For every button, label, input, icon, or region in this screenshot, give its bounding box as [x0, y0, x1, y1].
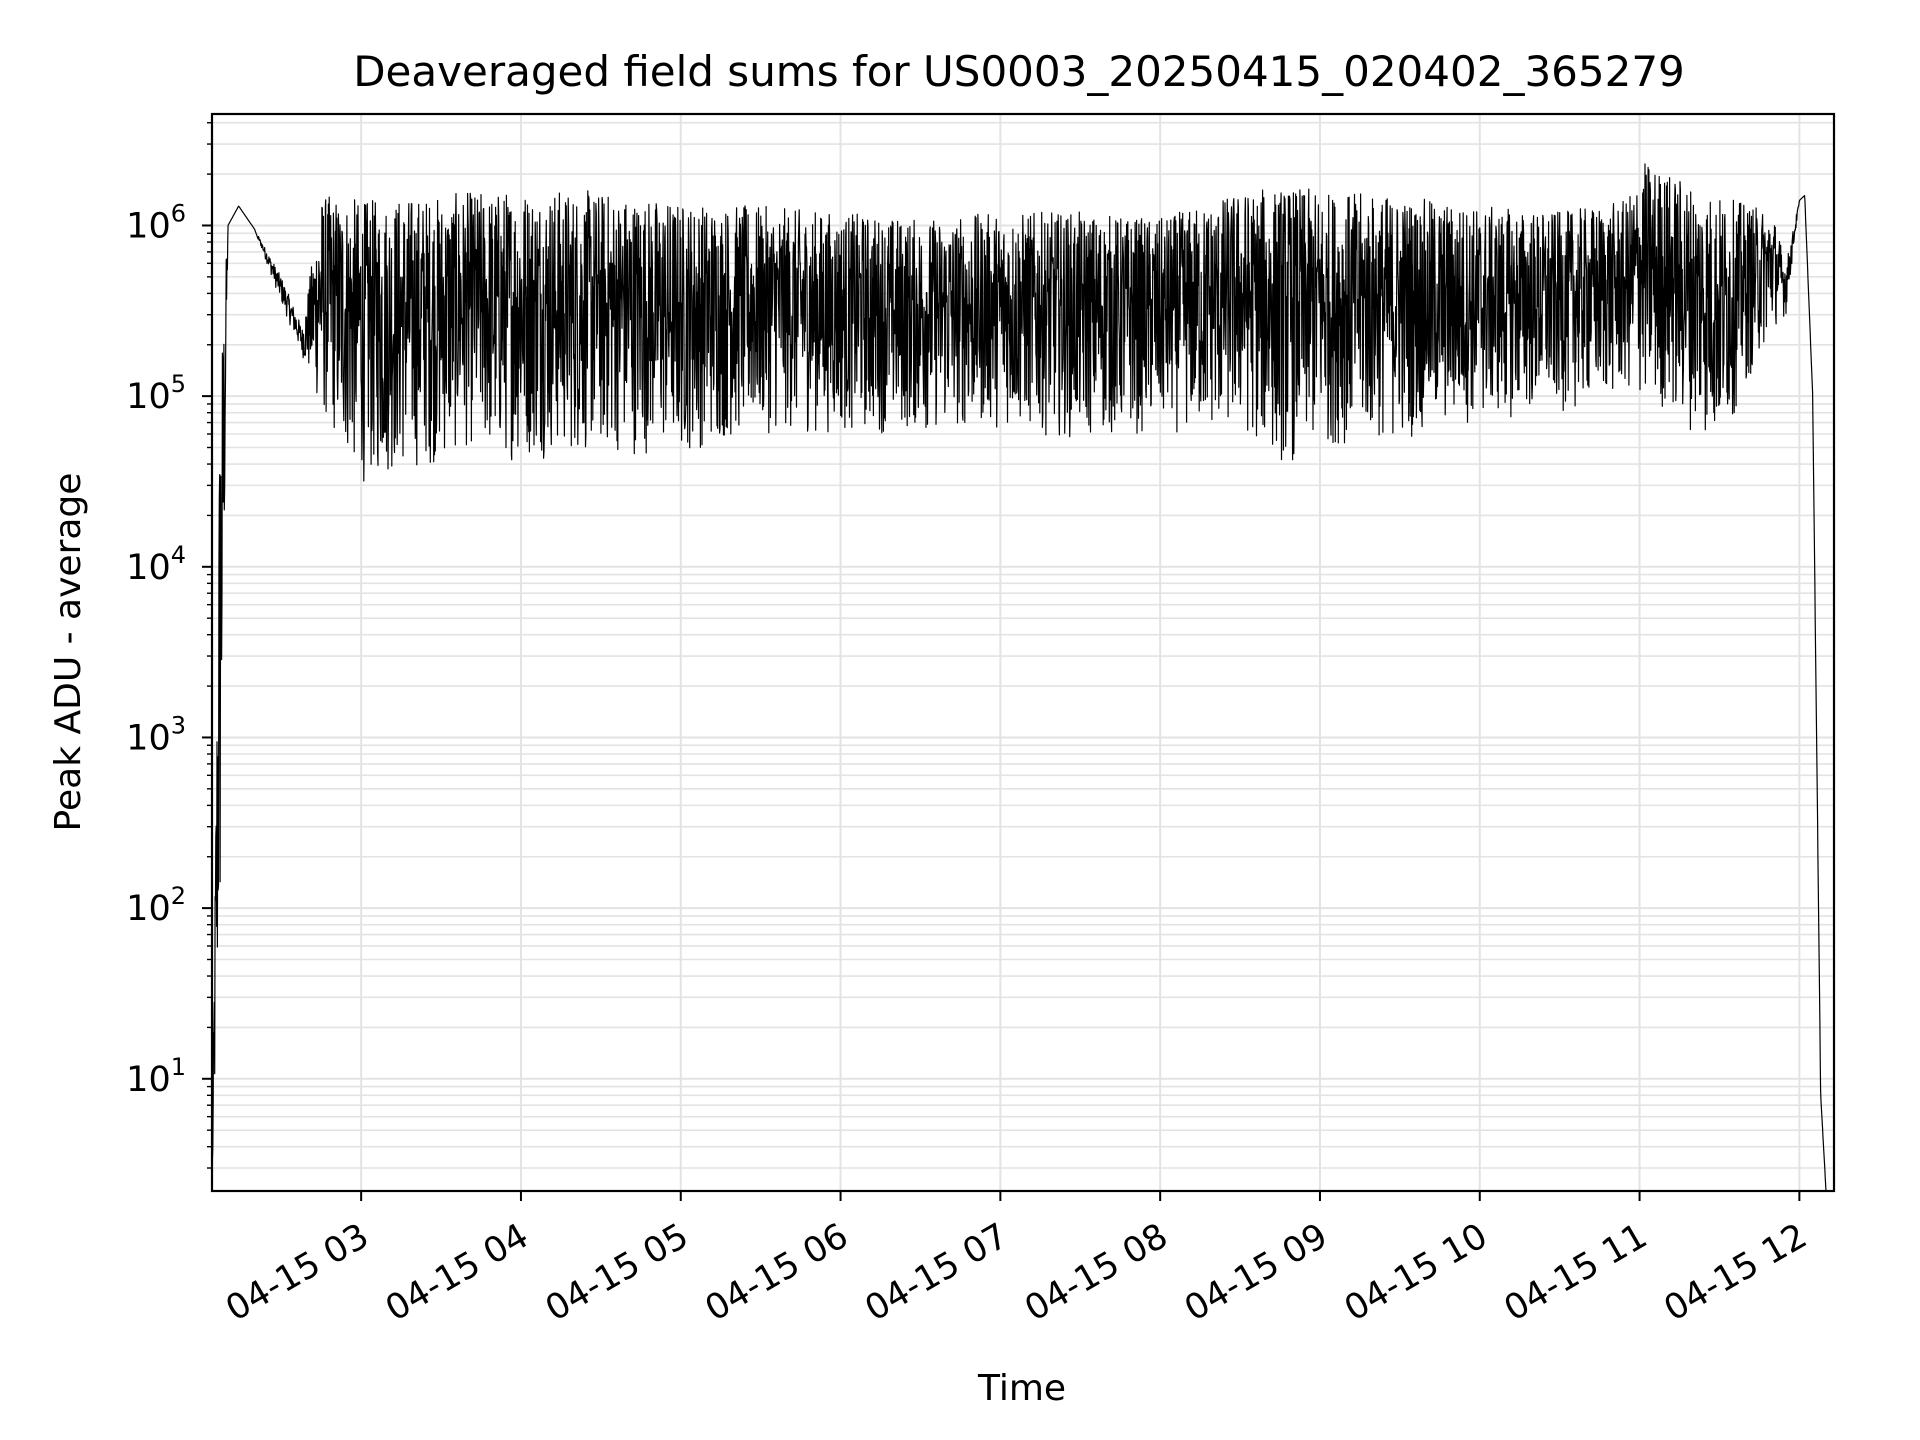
y-tick-label: 104 — [126, 541, 186, 588]
x-tick-label: 04-15 06 — [699, 1216, 855, 1329]
x-tick-label: 04-15 09 — [1178, 1216, 1334, 1329]
x-tick-label: 04-15 11 — [1498, 1216, 1654, 1329]
data-line-series-1 — [211, 163, 1827, 1192]
y-tick-label: 101 — [126, 1053, 186, 1100]
x-tick-label: 04-15 07 — [859, 1216, 1015, 1329]
x-axis-label: Time — [977, 1368, 1066, 1409]
y-tick-label: 106 — [126, 199, 186, 246]
x-tick-label: 04-15 08 — [1018, 1216, 1174, 1329]
y-axis-label: Peak ADU - average — [48, 473, 89, 832]
x-tick-label: 04-15 03 — [219, 1216, 375, 1329]
plot-frame — [210, 112, 1836, 1193]
x-tick-label: 04-15 12 — [1658, 1216, 1814, 1329]
y-tick-label: 105 — [126, 370, 186, 417]
chart-title: Deaveraged field sums for US0003_2025041… — [353, 47, 1685, 96]
y-tick-label: 103 — [126, 711, 186, 758]
x-tick-label: 04-15 05 — [539, 1216, 695, 1329]
plot-area — [211, 163, 1827, 1192]
x-tick-label: 04-15 04 — [379, 1216, 535, 1329]
x-tick-label: 04-15 10 — [1338, 1216, 1494, 1329]
y-tick-label: 102 — [126, 882, 186, 929]
